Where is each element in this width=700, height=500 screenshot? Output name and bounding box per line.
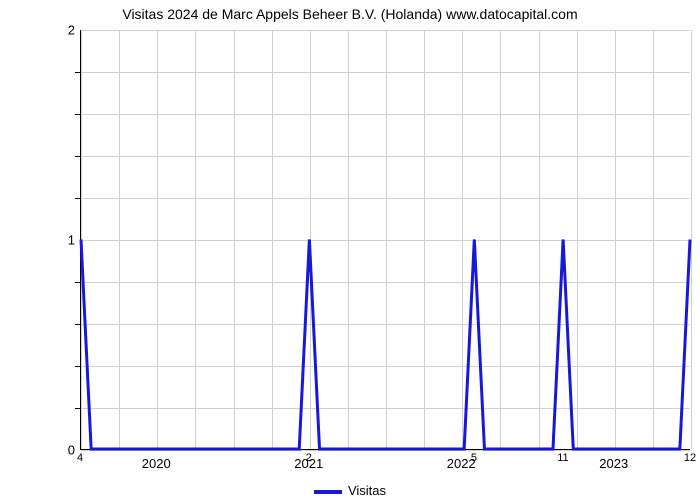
y-tick-label: 0	[68, 443, 75, 458]
legend: Visitas	[0, 483, 700, 498]
x-year-label: 2020	[142, 456, 171, 471]
x-value-label: 4	[77, 452, 83, 464]
y-minor-tick	[75, 72, 80, 73]
y-minor-tick	[75, 156, 80, 157]
plot-area	[80, 30, 690, 450]
x-value-label: 2	[306, 452, 312, 464]
chart-title: Visitas 2024 de Marc Appels Beheer B.V. …	[0, 6, 700, 22]
line-chart: Visitas 2024 de Marc Appels Beheer B.V. …	[0, 0, 700, 500]
series-line	[81, 240, 690, 450]
y-minor-tick	[75, 114, 80, 115]
legend-label: Visitas	[348, 483, 386, 498]
x-value-label: 12	[684, 452, 696, 464]
y-tick-label: 1	[68, 233, 75, 248]
y-minor-tick	[75, 324, 80, 325]
y-minor-tick	[75, 408, 80, 409]
y-minor-tick	[75, 282, 80, 283]
y-minor-tick	[75, 198, 80, 199]
data-series	[81, 30, 690, 449]
x-value-label: 5	[471, 452, 477, 464]
y-tick-label: 2	[68, 23, 75, 38]
y-minor-tick	[75, 366, 80, 367]
gridline-v	[691, 30, 692, 449]
x-year-label: 2023	[599, 456, 628, 471]
legend-swatch	[314, 490, 342, 494]
x-value-label: 11	[557, 452, 568, 464]
